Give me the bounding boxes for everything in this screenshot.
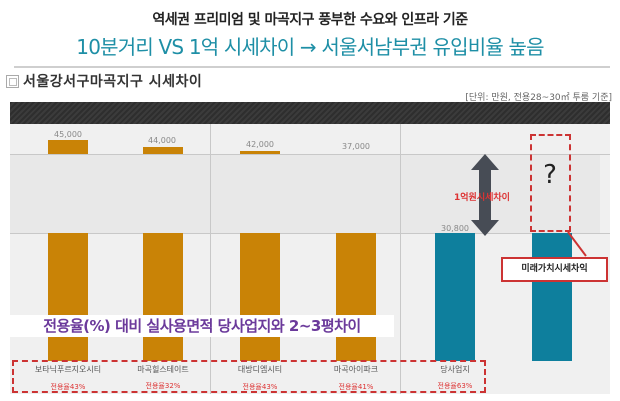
- future-value-callout: 미래가치시세차익: [501, 257, 608, 282]
- divider: [14, 66, 610, 68]
- ratio-label: 전용율41%: [338, 383, 374, 391]
- unit-note: [단위: 만원, 전용28~30㎡ 투룸 기준]: [465, 93, 612, 103]
- double-arrow-icon: [471, 154, 499, 236]
- axis-break-zone: [10, 154, 600, 233]
- bar-bottom: [336, 233, 376, 361]
- value-label: 30,800: [441, 224, 469, 233]
- callout-pointer: [567, 231, 587, 257]
- category-label: 마곡힐스테이트: [137, 365, 189, 374]
- ratio-label: 전용율32%: [145, 382, 181, 390]
- section-title: 서울강서구마곡지구 시세차이: [6, 71, 202, 91]
- gap-label: 1억원시세차이: [454, 193, 510, 203]
- break-line-top: [10, 154, 610, 155]
- value-label: 42,000: [246, 140, 274, 149]
- bar-bottom: [48, 233, 88, 361]
- bar-own: [435, 233, 475, 361]
- bar-bottom: [143, 233, 183, 361]
- price-chart: 45,000 44,000 42,000 37,000 30,800 보타닉푸르…: [10, 102, 610, 394]
- bar-top: [240, 151, 280, 154]
- ratio-label: 전용율63%: [437, 382, 473, 390]
- section-title-text: 서울강서구마곡지구 시세차이: [23, 74, 203, 90]
- category-label: 대방디엠시티: [237, 365, 283, 374]
- value-label: 45,000: [54, 130, 82, 139]
- future-value-highlight: [530, 134, 571, 232]
- ratio-label: 전용율43%: [242, 383, 278, 391]
- value-label: 44,000: [148, 136, 176, 145]
- area-ratio-banner: 전용율(%) 대비 실사용면적 당사업지와 2~3평차이: [10, 315, 394, 337]
- group-divider: [210, 124, 211, 394]
- chart-header-band: [10, 102, 610, 124]
- bar-bottom: [240, 233, 280, 361]
- group-divider: [400, 124, 401, 394]
- value-label: 37,000: [342, 142, 370, 151]
- category-label: 보타닉푸르지오시티: [34, 365, 102, 374]
- bar-future: [532, 233, 572, 361]
- subtitle: 역세권 프리미엄 및 마곡지구 풍부한 수요와 인프라 기준: [152, 12, 468, 28]
- bar-top: [48, 140, 88, 154]
- headline: 10분거리 VS 1억 시세차이 → 서울서남부권 유입비율 높음: [76, 35, 544, 59]
- category-label: 마곡아이파크: [333, 365, 379, 374]
- question-mark: ?: [543, 160, 557, 190]
- category-label: 당사업지: [440, 365, 470, 374]
- bar-top: [143, 147, 183, 154]
- break-line-bottom: [10, 233, 610, 234]
- category-highlight-box: [12, 360, 486, 393]
- cube-icon: [6, 74, 19, 88]
- ratio-label: 전용율43%: [50, 383, 86, 391]
